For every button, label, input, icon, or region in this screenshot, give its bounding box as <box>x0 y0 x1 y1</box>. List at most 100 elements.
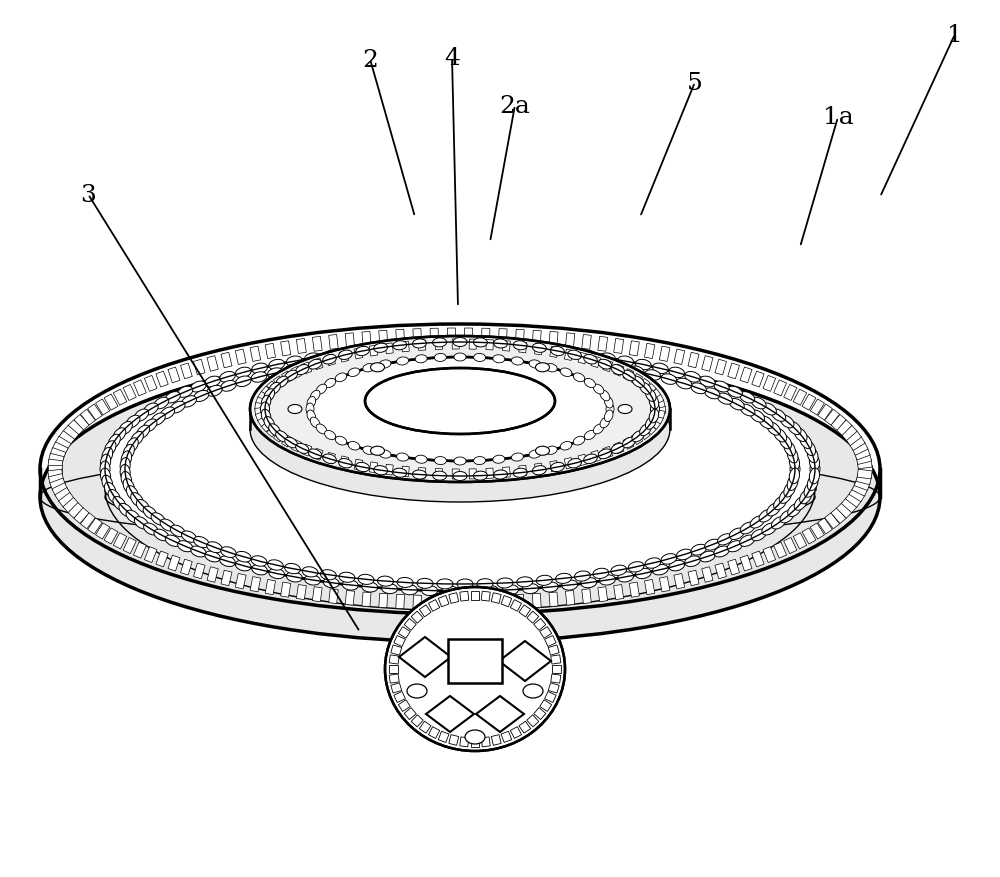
Ellipse shape <box>269 383 280 395</box>
Ellipse shape <box>551 347 564 356</box>
Polygon shape <box>104 528 118 545</box>
Polygon shape <box>629 582 639 597</box>
Ellipse shape <box>771 517 786 530</box>
Ellipse shape <box>632 377 644 388</box>
Ellipse shape <box>649 410 659 424</box>
Ellipse shape <box>640 424 651 436</box>
Polygon shape <box>856 453 872 465</box>
Ellipse shape <box>434 457 446 465</box>
Ellipse shape <box>205 377 220 388</box>
Ellipse shape <box>363 446 375 455</box>
Polygon shape <box>550 347 558 358</box>
Ellipse shape <box>606 403 614 416</box>
Polygon shape <box>465 596 473 610</box>
Ellipse shape <box>727 541 742 553</box>
Ellipse shape <box>134 410 149 422</box>
Polygon shape <box>312 337 322 352</box>
Polygon shape <box>852 442 868 456</box>
Polygon shape <box>296 585 306 600</box>
Ellipse shape <box>379 360 391 368</box>
Ellipse shape <box>205 552 220 562</box>
Polygon shape <box>644 423 656 435</box>
Polygon shape <box>123 385 136 401</box>
Ellipse shape <box>434 354 446 362</box>
Ellipse shape <box>705 389 720 399</box>
Ellipse shape <box>143 419 157 432</box>
Ellipse shape <box>385 588 565 751</box>
Ellipse shape <box>365 368 555 434</box>
Polygon shape <box>854 448 870 460</box>
Polygon shape <box>48 453 64 465</box>
Ellipse shape <box>604 397 613 409</box>
Ellipse shape <box>339 459 352 468</box>
Ellipse shape <box>113 428 126 442</box>
Polygon shape <box>396 330 405 345</box>
Ellipse shape <box>264 389 275 402</box>
Ellipse shape <box>780 510 794 524</box>
Polygon shape <box>80 410 95 425</box>
Polygon shape <box>340 456 349 467</box>
Polygon shape <box>857 470 872 480</box>
Ellipse shape <box>348 368 360 377</box>
Ellipse shape <box>453 472 467 481</box>
Polygon shape <box>354 460 363 471</box>
Polygon shape <box>235 574 246 589</box>
Ellipse shape <box>342 348 358 359</box>
Ellipse shape <box>635 568 651 579</box>
Polygon shape <box>207 567 218 582</box>
Ellipse shape <box>417 350 433 360</box>
Polygon shape <box>144 547 157 563</box>
Ellipse shape <box>653 364 668 374</box>
Ellipse shape <box>751 398 766 410</box>
Ellipse shape <box>126 438 138 453</box>
Ellipse shape <box>477 579 493 589</box>
Polygon shape <box>452 469 459 480</box>
Polygon shape <box>638 379 650 391</box>
Polygon shape <box>447 329 455 343</box>
Polygon shape <box>428 600 440 611</box>
Ellipse shape <box>40 353 880 642</box>
Ellipse shape <box>750 410 765 423</box>
Polygon shape <box>273 431 285 443</box>
Polygon shape <box>391 645 402 655</box>
Text: 2: 2 <box>362 48 378 71</box>
Ellipse shape <box>120 465 130 481</box>
Ellipse shape <box>119 503 132 517</box>
Ellipse shape <box>503 344 519 353</box>
Ellipse shape <box>335 437 347 446</box>
Ellipse shape <box>393 468 407 478</box>
Polygon shape <box>845 431 861 446</box>
Polygon shape <box>545 692 556 702</box>
Polygon shape <box>282 435 293 447</box>
Text: 4: 4 <box>444 46 460 69</box>
Polygon shape <box>503 341 510 352</box>
Ellipse shape <box>788 422 801 435</box>
Polygon shape <box>469 339 476 350</box>
Ellipse shape <box>536 353 552 363</box>
Polygon shape <box>532 331 541 346</box>
Polygon shape <box>55 488 71 503</box>
Ellipse shape <box>784 482 795 497</box>
Ellipse shape <box>604 410 613 422</box>
Polygon shape <box>419 605 431 617</box>
Polygon shape <box>291 367 302 379</box>
Ellipse shape <box>323 578 339 588</box>
Ellipse shape <box>462 343 478 353</box>
Polygon shape <box>565 591 575 605</box>
Ellipse shape <box>305 353 320 364</box>
Ellipse shape <box>165 392 180 403</box>
Ellipse shape <box>477 350 493 360</box>
Polygon shape <box>123 538 136 554</box>
Ellipse shape <box>302 361 318 372</box>
Polygon shape <box>435 340 442 350</box>
Ellipse shape <box>560 442 572 451</box>
Ellipse shape <box>511 358 523 366</box>
Ellipse shape <box>628 367 644 377</box>
Ellipse shape <box>323 351 339 361</box>
Polygon shape <box>168 367 180 383</box>
Ellipse shape <box>264 417 275 430</box>
Ellipse shape <box>433 339 447 347</box>
Polygon shape <box>810 524 824 539</box>
Ellipse shape <box>740 536 755 546</box>
Ellipse shape <box>302 567 318 577</box>
